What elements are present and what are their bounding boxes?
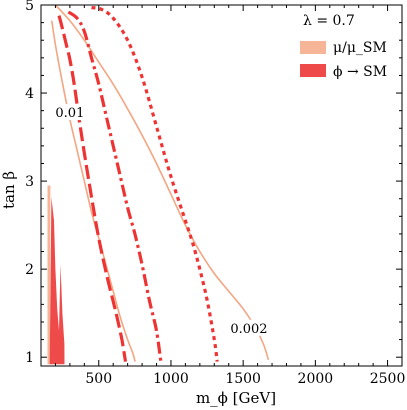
legend-label-phi: ϕ → SM <box>333 64 387 80</box>
region-1 <box>49 196 65 365</box>
legend-label-mu: μ/μ_SM <box>333 40 387 56</box>
series-line-4 <box>91 6 219 362</box>
legend-title: λ = 0.7 <box>303 13 355 29</box>
x-tick-label-2000: 2000 <box>298 371 334 387</box>
annotation-label-1: 0.002 <box>230 322 267 337</box>
y-tick-label-3: 3 <box>25 174 34 190</box>
y-tick-label-2: 2 <box>25 262 34 278</box>
series-lines <box>51 5 270 362</box>
axis-ticks: 500 1000 1500 2000 2500 1 2 3 4 5 <box>25 0 405 387</box>
plot-background <box>41 5 402 366</box>
x-tick-label-500: 500 <box>85 371 112 387</box>
y-axis-label: tan β <box>0 171 18 209</box>
series-line-2 <box>57 15 128 362</box>
plot-frame <box>40 4 403 367</box>
region-0 <box>47 185 51 365</box>
contour-annotations: 0.01 0.002 <box>51 104 268 337</box>
series-line-3 <box>67 10 163 362</box>
x-tick-label-2500: 2500 <box>370 371 406 387</box>
legend: λ = 0.7 μ/μ_SM ϕ → SM <box>300 13 387 80</box>
annotation-label-0: 0.01 <box>55 106 84 121</box>
x-tick-label-1500: 1500 <box>225 371 261 387</box>
shaded-regions <box>47 185 65 365</box>
annotation-bg-1 <box>230 319 267 336</box>
y-tick-label-5: 5 <box>25 0 34 14</box>
x-tick-label-1000: 1000 <box>153 371 189 387</box>
legend-swatch-mu <box>300 41 326 54</box>
annotation-bg-0 <box>51 104 88 121</box>
legend-swatch-phi <box>300 64 326 77</box>
series-line-1 <box>54 5 270 361</box>
x-axis-label: m_ϕ [GeV] <box>196 389 276 407</box>
y-tick-label-4: 4 <box>25 86 34 102</box>
y-tick-label-1: 1 <box>25 350 34 366</box>
